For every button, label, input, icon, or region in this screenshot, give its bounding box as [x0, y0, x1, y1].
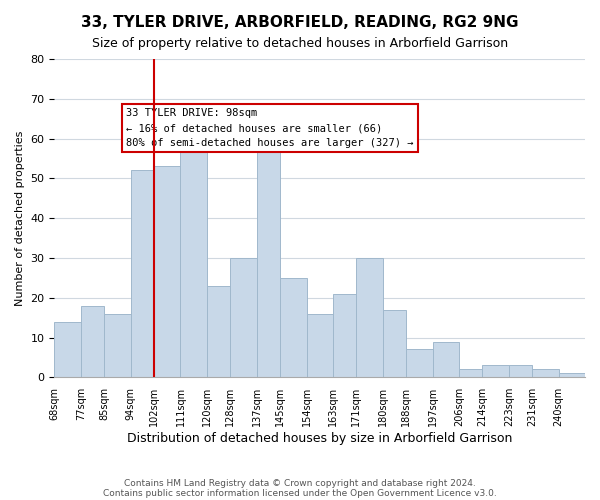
Bar	[559, 374, 585, 378]
Bar	[406, 350, 433, 378]
Bar	[230, 258, 257, 378]
Bar	[81, 306, 104, 378]
Text: 33, TYLER DRIVE, ARBORFIELD, READING, RG2 9NG: 33, TYLER DRIVE, ARBORFIELD, READING, RG…	[81, 15, 519, 30]
Bar	[459, 370, 482, 378]
Bar	[482, 366, 509, 378]
Bar	[104, 314, 131, 378]
Bar	[154, 166, 181, 378]
Bar	[280, 278, 307, 378]
Bar	[333, 294, 356, 378]
Bar	[383, 310, 406, 378]
Bar	[433, 342, 459, 378]
Text: 33 TYLER DRIVE: 98sqm
← 16% of detached houses are smaller (66)
80% of semi-deta: 33 TYLER DRIVE: 98sqm ← 16% of detached …	[126, 108, 413, 148]
Y-axis label: Number of detached properties: Number of detached properties	[15, 130, 25, 306]
Bar	[181, 130, 207, 378]
Bar	[207, 286, 230, 378]
Bar	[509, 366, 532, 378]
Text: Contains public sector information licensed under the Open Government Licence v3: Contains public sector information licen…	[103, 488, 497, 498]
Bar	[131, 170, 154, 378]
Text: Size of property relative to detached houses in Arborfield Garrison: Size of property relative to detached ho…	[92, 38, 508, 51]
X-axis label: Distribution of detached houses by size in Arborfield Garrison: Distribution of detached houses by size …	[127, 432, 512, 445]
Bar	[532, 370, 559, 378]
Bar	[257, 138, 280, 378]
Bar	[55, 322, 81, 378]
Bar	[356, 258, 383, 378]
Text: Contains HM Land Registry data © Crown copyright and database right 2024.: Contains HM Land Registry data © Crown c…	[124, 478, 476, 488]
Bar	[307, 314, 333, 378]
